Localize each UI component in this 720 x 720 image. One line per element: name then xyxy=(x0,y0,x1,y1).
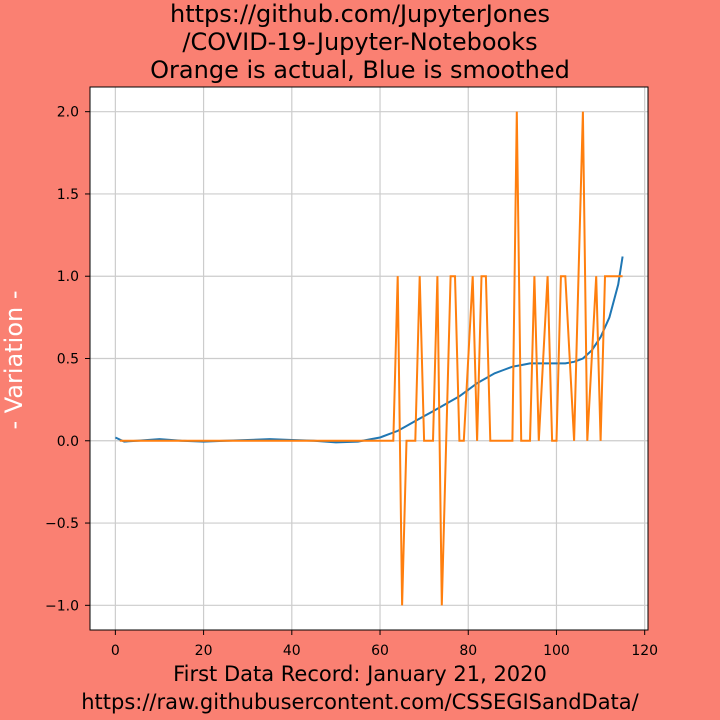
x-tick-label: 0 xyxy=(111,643,120,659)
y-tick-label: −0.5 xyxy=(45,516,79,532)
x-tick-label: 80 xyxy=(459,643,477,659)
x-tick-label: 40 xyxy=(283,643,301,659)
title-line: /COVID-19-Jupyter-Notebooks xyxy=(182,28,538,56)
y-tick-label: 2.0 xyxy=(57,105,79,121)
y-tick-label: −1.0 xyxy=(45,598,79,614)
x-tick-label: 60 xyxy=(371,643,389,659)
title-line: Orange is actual, Blue is smoothed xyxy=(150,56,570,84)
x-tick-label: 20 xyxy=(195,643,213,659)
y-tick-label: 1.5 xyxy=(57,187,79,203)
title-line: https://github.com/JupyterJones xyxy=(170,0,550,28)
x-tick-label: 100 xyxy=(543,643,570,659)
x-axis-source-label: https://raw.githubusercontent.com/CSSEGI… xyxy=(81,690,639,714)
actual-series-line xyxy=(119,111,623,606)
x-axis-label: First Data Record: January 21, 2020 xyxy=(173,662,547,686)
y-tick-label: 1.0 xyxy=(57,269,79,285)
chart-title: https://github.com/JupyterJones /COVID-1… xyxy=(0,0,720,84)
x-tick-label: 120 xyxy=(631,643,658,659)
y-tick-label: 0.5 xyxy=(57,352,79,368)
y-tick-label: 0.0 xyxy=(57,434,79,450)
